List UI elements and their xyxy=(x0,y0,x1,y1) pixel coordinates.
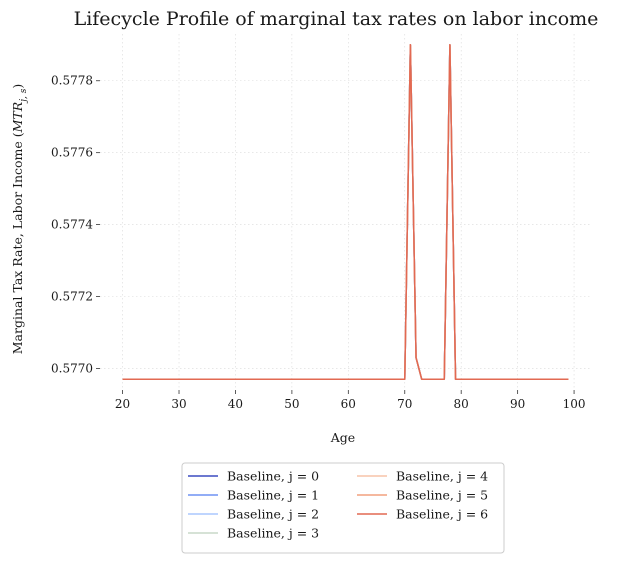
series-line-j0 xyxy=(122,44,569,380)
x-tick-label: 50 xyxy=(284,397,299,411)
legend-label-j4: Baseline, j = 4 xyxy=(396,469,488,484)
y-axis-label-math: MTR xyxy=(10,102,25,134)
series-line-j4 xyxy=(122,44,569,380)
legend-label-j1: Baseline, j = 1 xyxy=(227,488,319,503)
y-tick-label: 0.5772 xyxy=(51,290,93,304)
series-line-j3 xyxy=(122,44,569,380)
y-axis-label: Marginal Tax Rate, Labor Income (MTRj, s… xyxy=(10,84,29,355)
legend-label-j0: Baseline, j = 0 xyxy=(227,469,319,484)
legend: Baseline, j = 0 Baseline, j = 1 Baseline, … xyxy=(181,462,505,554)
x-tick-label: 20 xyxy=(115,397,130,411)
x-tick-label: 100 xyxy=(563,397,586,411)
x-axis-label: Age xyxy=(330,430,355,445)
y-tick-label: 0.5770 xyxy=(51,361,93,375)
legend-items: Baseline, j = 0 Baseline, j = 1 Baseline, … xyxy=(188,469,488,541)
x-tick-label: 80 xyxy=(454,397,469,411)
legend-frame xyxy=(181,462,505,554)
grid xyxy=(100,34,591,390)
y-axis-label-subscript: j, s xyxy=(19,88,29,104)
y-axis-label-suffix: ) xyxy=(10,84,25,89)
x-tick-label: 70 xyxy=(397,397,412,411)
y-tick-label: 0.5774 xyxy=(51,218,93,232)
series-lines xyxy=(122,44,569,380)
y-axis-ticks: 0.5770 0.5772 0.5774 0.5776 0.5778 xyxy=(51,74,100,375)
series-line-j5 xyxy=(122,44,569,380)
series-line-j6 xyxy=(122,44,569,380)
series-line-j2 xyxy=(122,44,569,380)
legend-label-j2: Baseline, j = 2 xyxy=(227,507,319,522)
chart-title: Lifecycle Profile of marginal tax rates … xyxy=(74,8,599,30)
x-tick-label: 30 xyxy=(171,397,186,411)
y-tick-label: 0.5778 xyxy=(51,74,93,88)
y-axis-label-prefix: Marginal Tax Rate, Labor Income ( xyxy=(10,132,25,354)
legend-label-j6: Baseline, j = 6 xyxy=(396,507,488,522)
legend-label-j3: Baseline, j = 3 xyxy=(227,526,319,541)
legend-label-j5: Baseline, j = 5 xyxy=(396,488,488,503)
x-tick-label: 60 xyxy=(341,397,356,411)
x-tick-label: 40 xyxy=(228,397,243,411)
x-tick-label: 90 xyxy=(510,397,525,411)
series-line-j1 xyxy=(122,44,569,380)
y-tick-label: 0.5776 xyxy=(51,146,93,160)
x-axis-ticks: 20 30 40 50 60 70 80 90 100 xyxy=(115,390,586,411)
